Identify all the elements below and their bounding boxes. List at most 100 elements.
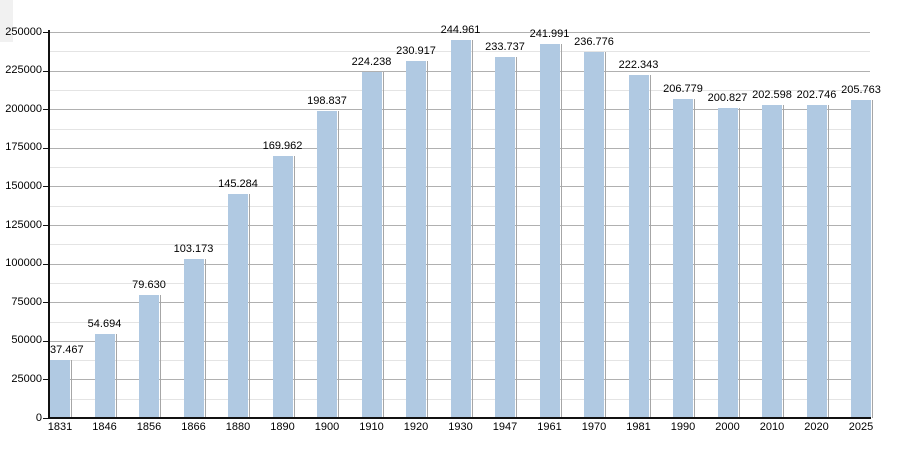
y-axis-label: 225000 xyxy=(5,64,42,77)
bar-value-label: 202.746 xyxy=(796,88,837,101)
bar-shadow xyxy=(783,105,784,418)
bar xyxy=(628,74,649,418)
y-axis-label: 175000 xyxy=(5,141,42,154)
x-axis-label: 1961 xyxy=(537,421,562,433)
y-axis-label: 250000 xyxy=(5,25,42,38)
y-axis-tick xyxy=(43,302,49,304)
bar-shadow xyxy=(204,258,206,418)
bar xyxy=(50,360,70,418)
bar-value-label: 54.694 xyxy=(87,317,122,330)
y-axis-label: 0 xyxy=(35,411,42,424)
x-axis-line xyxy=(48,417,871,419)
bar-shadow xyxy=(249,193,250,418)
bar-value-label: 206.779 xyxy=(663,82,703,95)
bar xyxy=(361,71,382,418)
bar-shadow xyxy=(71,360,72,418)
x-axis-label: 1900 xyxy=(314,421,340,433)
bar xyxy=(94,333,115,418)
bar xyxy=(717,107,738,418)
y-axis-label: 200000 xyxy=(5,102,42,115)
bar-shadow xyxy=(694,98,695,418)
bar-value-label: 200.827 xyxy=(707,91,748,104)
bar-shadow xyxy=(649,74,651,418)
x-axis-label: 1981 xyxy=(626,421,651,433)
gridline-major xyxy=(49,32,870,33)
y-axis-label: 50000 xyxy=(11,334,42,347)
x-axis-label: 1866 xyxy=(181,421,206,433)
bar-value-label: 233.737 xyxy=(485,41,525,54)
bar-value-label: 169.962 xyxy=(262,139,303,152)
bar-value-label: 205.763 xyxy=(841,84,881,97)
x-axis-label: 1846 xyxy=(92,421,117,433)
x-axis-label: 2025 xyxy=(848,421,874,433)
x-axis-label: 1880 xyxy=(225,421,251,433)
bar xyxy=(317,110,337,418)
y-axis-tick xyxy=(43,340,49,342)
x-axis-label: 2020 xyxy=(804,421,829,433)
bar-value-label: 145.284 xyxy=(218,177,258,190)
y-axis-tick xyxy=(43,263,49,265)
bar-shadow xyxy=(160,295,161,418)
bar-value-label: 222.343 xyxy=(618,58,659,71)
bar xyxy=(406,61,426,418)
bar xyxy=(495,57,515,418)
bar-shadow xyxy=(293,155,295,418)
x-axis-label: 2010 xyxy=(759,421,785,433)
y-axis-tick xyxy=(43,70,49,72)
y-axis-label: 125000 xyxy=(5,218,42,231)
y-axis-tick xyxy=(43,147,49,149)
bar-value-label: 244.961 xyxy=(440,23,481,36)
y-axis-tick xyxy=(43,186,49,188)
x-axis-label: 1890 xyxy=(270,421,295,433)
y-axis-label: 100000 xyxy=(5,257,42,270)
bar xyxy=(673,98,693,418)
x-axis-label: 2000 xyxy=(715,421,740,433)
bar-value-label: 236.776 xyxy=(574,36,614,49)
x-axis-label: 1930 xyxy=(448,421,473,433)
bar xyxy=(851,100,871,418)
y-axis-tick xyxy=(43,418,49,419)
bar-value-label: 103.173 xyxy=(173,242,214,255)
bar-shadow xyxy=(738,107,740,418)
bar-shadow xyxy=(382,71,384,418)
bar xyxy=(762,105,782,418)
bar-shadow xyxy=(872,100,873,418)
x-axis-label: 1970 xyxy=(581,421,607,433)
bar-value-label: 79.630 xyxy=(132,279,166,292)
bar-shadow xyxy=(560,44,562,418)
bar xyxy=(584,52,604,418)
bar-value-label: 224.238 xyxy=(351,55,392,68)
bar-shadow xyxy=(605,52,606,418)
bar xyxy=(183,258,204,418)
y-axis-tick xyxy=(43,109,49,111)
bar-shadow xyxy=(427,61,428,418)
bar xyxy=(450,39,471,418)
y-axis-tick xyxy=(43,379,49,381)
x-axis-label: 1920 xyxy=(403,421,429,433)
bar-shadow xyxy=(338,110,339,418)
bar-shadow xyxy=(471,39,473,418)
y-axis-label: 75000 xyxy=(11,295,42,308)
x-axis-label: 1910 xyxy=(359,421,384,433)
corner-artifact xyxy=(0,0,13,42)
bar-value-label: 198.837 xyxy=(307,94,347,107)
y-axis-line xyxy=(48,30,50,419)
bar xyxy=(272,155,293,418)
y-axis-label: 25000 xyxy=(11,372,42,385)
x-axis-label: 1947 xyxy=(492,421,518,433)
bar xyxy=(139,295,159,418)
x-axis-label: 1856 xyxy=(136,421,162,433)
y-axis-label: 150000 xyxy=(5,179,42,192)
bar-value-label: 37.467 xyxy=(50,344,84,357)
x-axis-label: 1831 xyxy=(47,421,73,433)
bar-shadow xyxy=(827,104,829,418)
bar xyxy=(806,104,827,418)
bar-shadow xyxy=(516,57,517,418)
bar-value-label: 202.598 xyxy=(752,89,792,102)
x-axis-label: 1990 xyxy=(670,421,696,433)
y-axis-tick xyxy=(43,32,49,33)
bar xyxy=(228,193,248,418)
bar xyxy=(539,44,560,418)
bar-value-label: 230.917 xyxy=(396,45,436,58)
